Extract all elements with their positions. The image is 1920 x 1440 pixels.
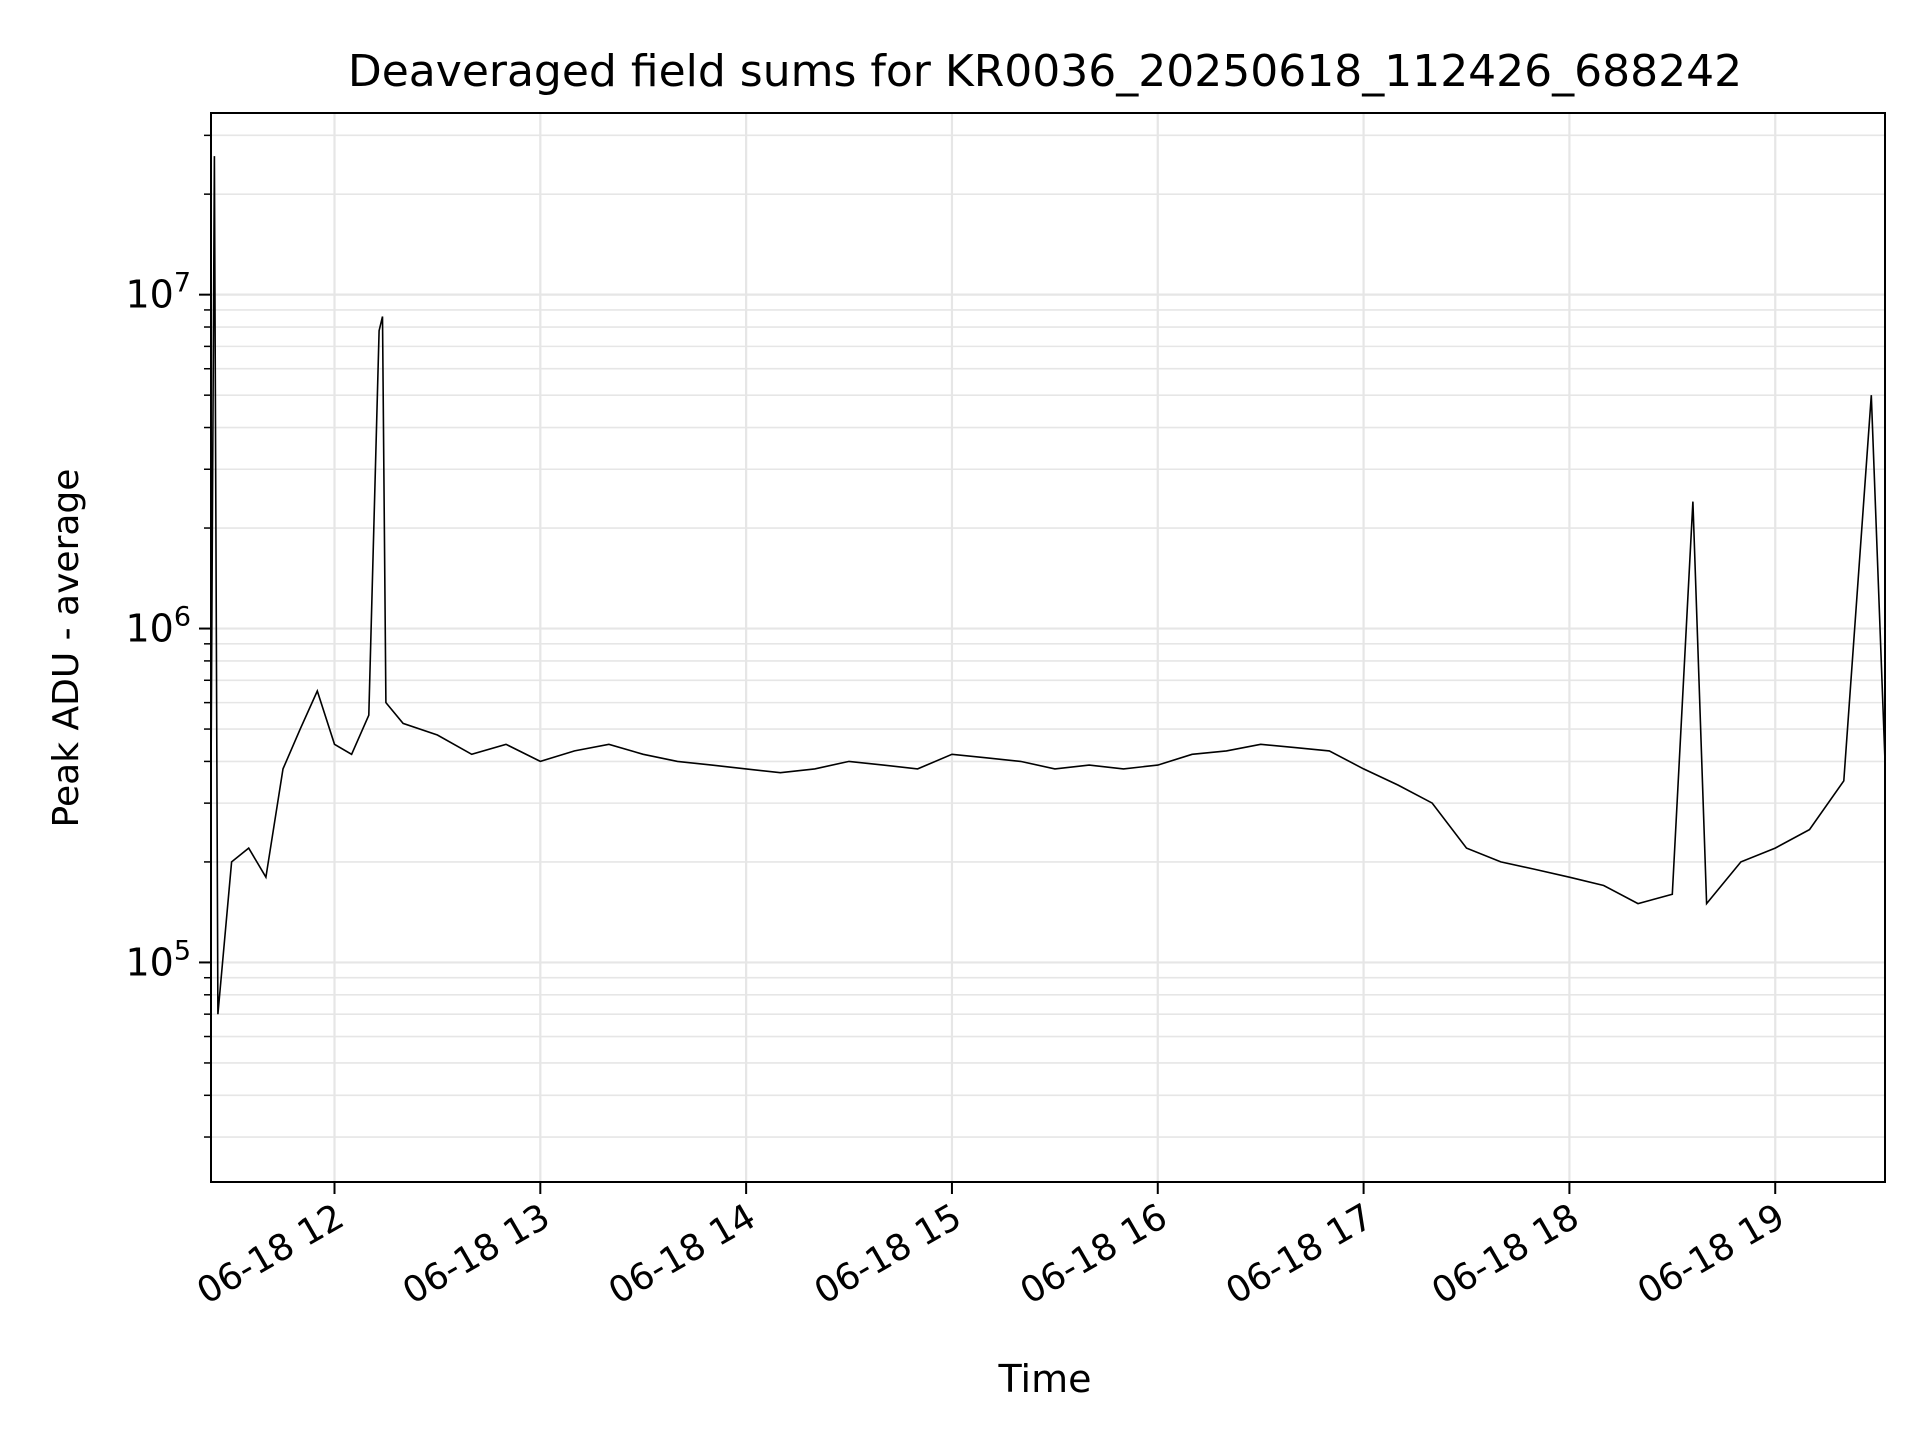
- y-tick-label: 106: [125, 602, 191, 651]
- y-axis-label: Peak ADU - average: [46, 469, 87, 828]
- chart-title: Deaveraged field sums for KR0036_2025061…: [348, 46, 1742, 97]
- y-tick-label: 107: [125, 268, 191, 317]
- x-axis-label: Time: [998, 1357, 1092, 1401]
- y-tick-label: 105: [125, 935, 191, 984]
- series-line: [210, 156, 1886, 1015]
- grid-lines: [211, 113, 1885, 1182]
- plot-area-frame: [210, 112, 1886, 1183]
- series-layer: [210, 156, 1886, 1015]
